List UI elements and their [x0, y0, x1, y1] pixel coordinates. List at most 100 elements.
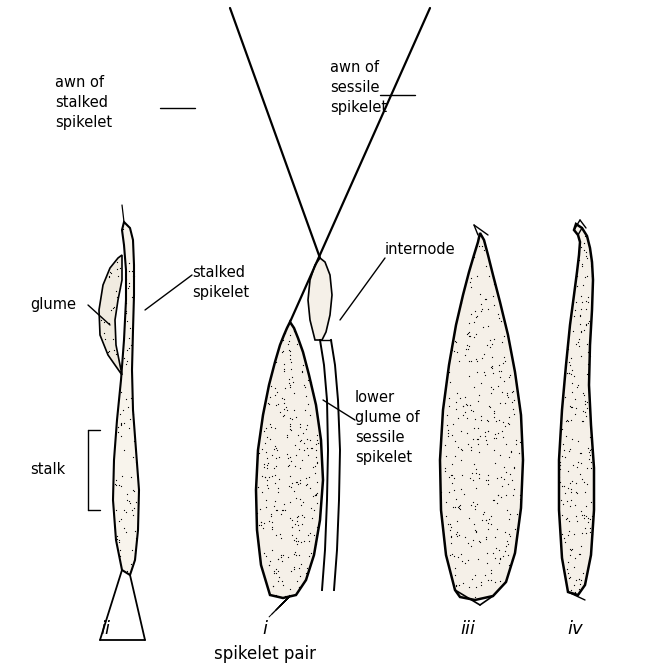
Point [119, 445, 130, 456]
Point [490, 429, 501, 439]
Point [302, 563, 312, 574]
Point [556, 529, 567, 540]
Point [103, 346, 114, 357]
Point [279, 366, 290, 376]
Point [308, 505, 319, 515]
Point [312, 487, 323, 498]
Point [292, 538, 302, 549]
Point [113, 480, 124, 491]
Text: stalked: stalked [55, 95, 108, 110]
Text: stalk: stalk [30, 462, 65, 478]
Point [487, 383, 498, 394]
Point [294, 562, 305, 573]
Point [452, 388, 463, 398]
Point [269, 566, 280, 577]
Point [280, 591, 291, 601]
Point [466, 356, 476, 367]
Point [129, 486, 140, 497]
Point [301, 473, 312, 484]
Point [484, 514, 495, 525]
Point [306, 381, 317, 392]
Point [575, 326, 586, 337]
Point [130, 526, 140, 537]
Point [271, 590, 282, 601]
Point [581, 247, 591, 258]
Point [515, 494, 526, 505]
Text: spikelet: spikelet [330, 100, 387, 115]
Point [460, 391, 470, 402]
Point [481, 475, 492, 486]
Point [578, 415, 589, 426]
Point [581, 369, 592, 380]
Point [479, 349, 490, 360]
Point [252, 507, 263, 518]
Point [488, 368, 499, 378]
Point [487, 363, 497, 374]
Point [489, 458, 500, 468]
Point [493, 380, 503, 391]
Point [482, 558, 493, 569]
Point [575, 319, 586, 329]
Point [123, 332, 134, 343]
Point [504, 468, 515, 479]
Point [571, 403, 581, 413]
Point [116, 514, 127, 525]
Point [310, 439, 321, 450]
Point [291, 476, 302, 487]
Point [288, 548, 299, 559]
Point [511, 434, 521, 445]
Point [579, 513, 589, 523]
Point [511, 385, 522, 396]
Point [102, 347, 113, 358]
Point [469, 305, 480, 316]
Point [304, 528, 315, 538]
Point [482, 439, 493, 450]
Point [493, 557, 504, 568]
Point [451, 396, 462, 407]
Point [466, 541, 476, 552]
Point [566, 585, 577, 595]
Point [573, 456, 583, 467]
Point [487, 495, 498, 505]
Point [508, 386, 519, 396]
Point [284, 374, 294, 384]
Point [579, 477, 589, 488]
Point [584, 350, 595, 361]
Point [446, 459, 457, 470]
Point [263, 560, 274, 571]
Point [294, 444, 304, 454]
Point [564, 571, 575, 582]
Point [285, 381, 296, 392]
Point [575, 579, 586, 590]
Point [477, 241, 488, 252]
Point [455, 499, 466, 510]
Point [503, 550, 513, 560]
Point [471, 526, 482, 536]
Point [571, 511, 581, 521]
Point [574, 584, 585, 595]
Point [499, 351, 509, 362]
Polygon shape [256, 322, 323, 598]
Point [581, 251, 591, 262]
Point [464, 355, 474, 366]
Point [577, 416, 587, 427]
Point [581, 270, 592, 281]
Point [560, 513, 571, 524]
Point [560, 392, 571, 403]
Point [560, 431, 571, 442]
Point [456, 455, 466, 466]
Point [571, 575, 582, 586]
Point [267, 471, 278, 482]
Point [476, 577, 487, 587]
Point [505, 370, 516, 381]
Point [294, 582, 304, 593]
Point [507, 404, 518, 415]
Point [272, 504, 283, 515]
Point [266, 521, 277, 532]
Point [491, 416, 501, 427]
Point [456, 470, 467, 480]
Point [128, 510, 138, 521]
Point [121, 345, 132, 355]
Point [470, 468, 481, 478]
Point [482, 304, 493, 314]
